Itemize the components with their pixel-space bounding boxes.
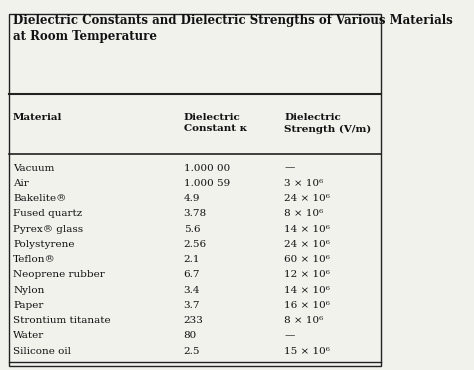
- Text: 80: 80: [183, 332, 197, 340]
- Text: 24 × 10⁶: 24 × 10⁶: [284, 194, 330, 203]
- Text: 12 × 10⁶: 12 × 10⁶: [284, 270, 330, 279]
- Text: Dielectric Constants and Dielectric Strengths of Various Materials
at Room Tempe: Dielectric Constants and Dielectric Stre…: [13, 14, 453, 43]
- Text: 1.000 59: 1.000 59: [183, 179, 230, 188]
- Text: 2.1: 2.1: [183, 255, 200, 264]
- Text: 6.7: 6.7: [183, 270, 200, 279]
- Text: Dielectric
Constant κ: Dielectric Constant κ: [183, 113, 247, 134]
- Text: 3.78: 3.78: [183, 209, 207, 218]
- Text: 1.000 00: 1.000 00: [183, 164, 230, 173]
- Text: 16 × 10⁶: 16 × 10⁶: [284, 301, 330, 310]
- Text: 8 × 10⁶: 8 × 10⁶: [284, 209, 324, 218]
- Text: —: —: [284, 164, 295, 173]
- Text: Bakelite®: Bakelite®: [13, 194, 66, 203]
- Text: Neoprene rubber: Neoprene rubber: [13, 270, 105, 279]
- Text: Polystyrene: Polystyrene: [13, 240, 74, 249]
- Text: Teflon®: Teflon®: [13, 255, 56, 264]
- Text: 233: 233: [183, 316, 203, 325]
- Text: Dielectric
Strength (V/m): Dielectric Strength (V/m): [284, 113, 372, 134]
- Text: Nylon: Nylon: [13, 286, 45, 295]
- Text: 14 × 10⁶: 14 × 10⁶: [284, 286, 330, 295]
- Text: 8 × 10⁶: 8 × 10⁶: [284, 316, 324, 325]
- Text: Water: Water: [13, 332, 44, 340]
- Text: 14 × 10⁶: 14 × 10⁶: [284, 225, 330, 234]
- Text: 60 × 10⁶: 60 × 10⁶: [284, 255, 330, 264]
- Text: 24 × 10⁶: 24 × 10⁶: [284, 240, 330, 249]
- Text: Vacuum: Vacuum: [13, 164, 55, 173]
- Text: 4.9: 4.9: [183, 194, 200, 203]
- Text: Paper: Paper: [13, 301, 44, 310]
- Text: Pyrex® glass: Pyrex® glass: [13, 225, 83, 234]
- Text: Strontium titanate: Strontium titanate: [13, 316, 110, 325]
- Text: 15 × 10⁶: 15 × 10⁶: [284, 347, 330, 356]
- Text: Silicone oil: Silicone oil: [13, 347, 71, 356]
- Text: 3.4: 3.4: [183, 286, 200, 295]
- Text: 3.7: 3.7: [183, 301, 200, 310]
- Text: 2.56: 2.56: [183, 240, 207, 249]
- Text: 2.5: 2.5: [183, 347, 200, 356]
- Text: —: —: [284, 332, 295, 340]
- Text: 3 × 10⁶: 3 × 10⁶: [284, 179, 324, 188]
- Text: Air: Air: [13, 179, 29, 188]
- Text: Fused quartz: Fused quartz: [13, 209, 82, 218]
- Text: Material: Material: [13, 113, 63, 122]
- Text: 5.6: 5.6: [183, 225, 200, 234]
